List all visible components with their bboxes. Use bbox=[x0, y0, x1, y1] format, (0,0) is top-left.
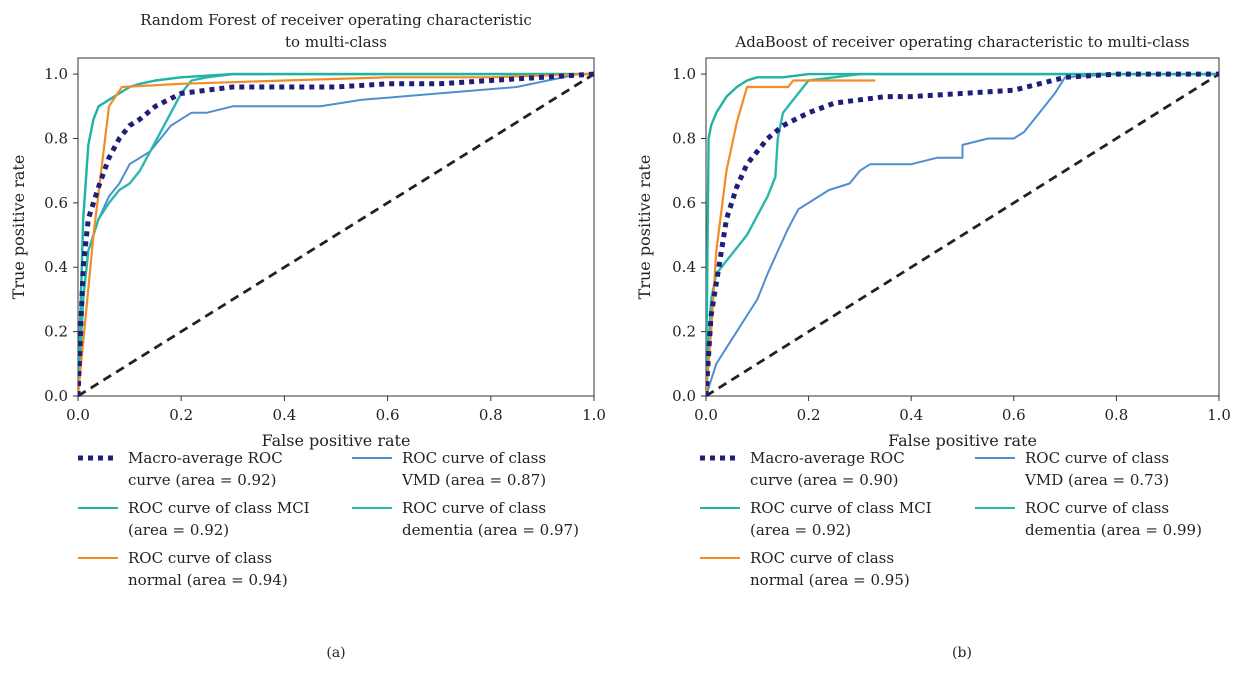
panel-label: (b) bbox=[952, 645, 972, 661]
legend-entry-vmd: ROC curve of class bbox=[402, 449, 546, 467]
x-tick-label: 0.6 bbox=[376, 406, 400, 424]
legend-entry-mci: ROC curve of class MCI bbox=[750, 499, 932, 517]
legend-entry-mci: (area = 0.92) bbox=[750, 521, 851, 539]
series-group bbox=[706, 71, 1220, 398]
x-axis-label: False positive rate bbox=[888, 431, 1037, 450]
y-axis-label: True positive rate bbox=[635, 155, 654, 300]
series-line-macro bbox=[706, 71, 1219, 397]
y-tick-label: 0.8 bbox=[44, 129, 68, 147]
legend-entry-mci: ROC curve of class MCI bbox=[128, 499, 310, 517]
legend-entry-normal: ROC curve of class bbox=[750, 549, 894, 567]
legend-entry-macro: Macro-average ROC bbox=[750, 449, 905, 467]
y-tick-label: 0.0 bbox=[44, 387, 68, 405]
y-tick-label: 0.4 bbox=[672, 258, 696, 276]
x-axis-label: False positive rate bbox=[262, 431, 411, 450]
x-tick-label: 0.2 bbox=[797, 406, 821, 424]
legend-entry-vmd: VMD (area = 0.73) bbox=[1024, 471, 1169, 489]
plot-area-frame bbox=[705, 57, 1220, 397]
legend-entry-dementia: dementia (area = 0.97) bbox=[402, 521, 579, 539]
series-line-normal bbox=[706, 79, 876, 397]
chart-title-line: to multi-class bbox=[285, 33, 387, 51]
x-tick-label: 0.6 bbox=[1002, 406, 1026, 424]
legend-entry-macro: curve (area = 0.92) bbox=[128, 471, 277, 489]
y-tick-label: 0.6 bbox=[44, 194, 68, 212]
y-tick-label: 0.6 bbox=[672, 194, 696, 212]
y-tick-label: 0.0 bbox=[672, 387, 696, 405]
panel-adaboost: AdaBoost of receiver operating character… bbox=[635, 33, 1231, 661]
chart-title-line: Random Forest of receiver operating char… bbox=[140, 11, 532, 29]
legend-entry-dementia: ROC curve of class bbox=[1025, 499, 1169, 517]
legend-entry-macro: Macro-average ROC bbox=[128, 449, 283, 467]
series-line-vmd bbox=[706, 73, 1219, 397]
x-tick-label: 0.0 bbox=[66, 406, 90, 424]
y-tick-label: 1.0 bbox=[44, 65, 68, 83]
x-tick-label: 0.8 bbox=[479, 406, 503, 424]
y-tick-label: 0.2 bbox=[672, 323, 696, 341]
legend-entry-vmd: ROC curve of class bbox=[1025, 449, 1169, 467]
y-axis-label: True positive rate bbox=[9, 155, 28, 300]
x-tick-label: 1.0 bbox=[582, 406, 606, 424]
legend-entry-dementia: dementia (area = 0.99) bbox=[1025, 521, 1202, 539]
series-line-chance bbox=[78, 72, 595, 398]
legend-entry-vmd: VMD (area = 0.87) bbox=[401, 471, 546, 489]
series-line-chance bbox=[706, 72, 1220, 398]
x-tick-label: 0.2 bbox=[169, 406, 193, 424]
x-tick-label: 1.0 bbox=[1207, 406, 1231, 424]
y-tick-label: 0.8 bbox=[672, 129, 696, 147]
legend-entry-normal: ROC curve of class bbox=[128, 549, 272, 567]
y-tick-label: 0.4 bbox=[44, 258, 68, 276]
x-tick-label: 0.4 bbox=[899, 406, 923, 424]
legend-entry-mci: (area = 0.92) bbox=[128, 521, 229, 539]
x-tick-label: 0.8 bbox=[1104, 406, 1128, 424]
x-tick-label: 0.4 bbox=[272, 406, 296, 424]
panel-random-forest: Random Forest of receiver operating char… bbox=[9, 11, 606, 661]
series-line-normal bbox=[78, 72, 594, 397]
x-tick-label: 0.0 bbox=[694, 406, 718, 424]
series-group bbox=[78, 71, 595, 398]
y-tick-label: 1.0 bbox=[672, 65, 696, 83]
series-line-macro bbox=[78, 71, 595, 397]
chart-title-line: AdaBoost of receiver operating character… bbox=[734, 33, 1189, 51]
legend-entry-dementia: ROC curve of class bbox=[402, 499, 546, 517]
panel-label: (a) bbox=[326, 645, 345, 661]
plot-area-frame bbox=[77, 57, 595, 397]
series-line-mci bbox=[706, 72, 1219, 397]
series-line-dementia bbox=[706, 72, 1219, 397]
legend-entry-normal: normal (area = 0.94) bbox=[128, 571, 288, 589]
legend-entry-macro: curve (area = 0.90) bbox=[750, 471, 899, 489]
y-tick-label: 0.2 bbox=[44, 323, 68, 341]
legend-entry-normal: normal (area = 0.95) bbox=[750, 571, 910, 589]
